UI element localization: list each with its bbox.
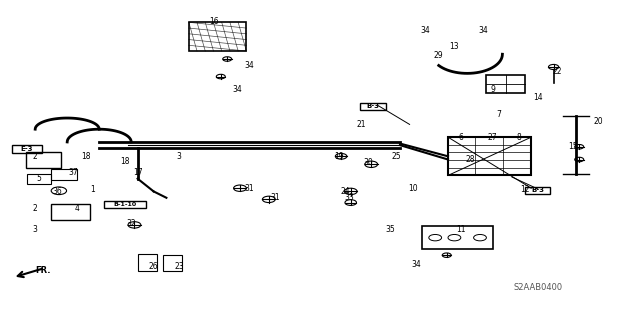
Text: 19: 19	[334, 152, 344, 161]
Text: 37: 37	[68, 168, 79, 177]
Text: 34: 34	[232, 85, 242, 94]
Bar	[360, 103, 386, 110]
Bar	[163, 255, 182, 271]
Bar	[26, 152, 61, 168]
Text: 1: 1	[90, 185, 95, 194]
Text: 2: 2	[33, 204, 38, 213]
Text: S2AAB0400: S2AAB0400	[513, 283, 562, 292]
Text: 20: 20	[593, 117, 604, 126]
Text: 3: 3	[177, 152, 182, 161]
Text: 36: 36	[52, 187, 63, 196]
Text: 23: 23	[174, 262, 184, 271]
Text: 24: 24	[340, 187, 351, 196]
Text: 7: 7	[497, 110, 502, 119]
Text: 32: 32	[126, 219, 136, 228]
Text: 34: 34	[244, 61, 255, 70]
Text: 25: 25	[392, 152, 402, 161]
Text: 11: 11	[456, 225, 465, 234]
Bar	[422, 226, 493, 249]
Text: 29: 29	[433, 51, 444, 60]
Bar	[138, 254, 157, 271]
Text: 5: 5	[36, 174, 41, 183]
Text: 28: 28	[466, 155, 475, 164]
Bar	[27, 174, 51, 184]
Text: 30: 30	[363, 158, 373, 167]
Text: 17: 17	[132, 168, 143, 177]
Text: 3: 3	[33, 225, 38, 234]
Text: 6: 6	[458, 133, 463, 142]
Text: 22: 22	[552, 67, 561, 76]
Text: E-3: E-3	[20, 146, 33, 152]
Bar	[189, 22, 246, 51]
Text: 12: 12	[520, 185, 529, 194]
Text: 21: 21	[357, 120, 366, 129]
Text: 18: 18	[82, 152, 91, 161]
Bar	[104, 201, 146, 208]
Text: 16: 16	[209, 17, 220, 26]
Text: 8: 8	[516, 133, 521, 142]
Text: B-3: B-3	[367, 103, 380, 109]
Bar	[12, 145, 42, 153]
Text: 15: 15	[568, 142, 578, 151]
Text: 31: 31	[244, 184, 255, 193]
Text: 10: 10	[408, 184, 418, 193]
Text: 14: 14	[532, 93, 543, 102]
Text: 31: 31	[270, 193, 280, 202]
Text: 13: 13	[449, 42, 460, 51]
Text: 4: 4	[74, 204, 79, 213]
Bar	[525, 187, 550, 194]
Text: 27: 27	[488, 133, 498, 142]
Text: 33: 33	[344, 193, 354, 202]
Text: 18: 18	[120, 157, 129, 166]
Bar	[51, 169, 77, 180]
Text: B-3: B-3	[531, 187, 544, 193]
Text: 26: 26	[148, 262, 159, 271]
Text: 35: 35	[385, 225, 396, 234]
Text: 34: 34	[478, 26, 488, 35]
Bar	[486, 75, 525, 93]
Bar	[448, 137, 531, 175]
Text: 9: 9	[490, 85, 495, 94]
Text: FR.: FR.	[35, 266, 51, 275]
Text: 2: 2	[33, 152, 38, 161]
Text: 34: 34	[420, 26, 431, 35]
Text: B-1-10: B-1-10	[113, 202, 136, 207]
Text: 34: 34	[411, 260, 421, 269]
Bar	[51, 204, 90, 220]
